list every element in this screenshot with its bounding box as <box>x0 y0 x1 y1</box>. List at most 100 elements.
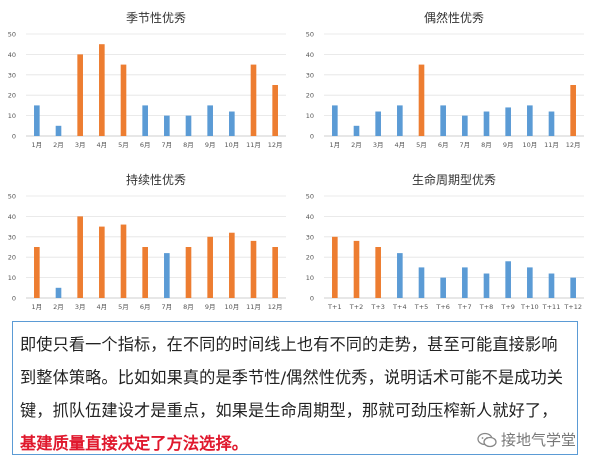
y-tick-label: 40 <box>306 51 314 59</box>
x-tick-label: 8月 <box>183 303 194 311</box>
bar <box>142 105 148 136</box>
bar <box>440 105 446 136</box>
y-tick-label: 0 <box>12 133 16 141</box>
bar <box>55 125 62 136</box>
x-tick-label: 2月 <box>53 141 64 149</box>
bar <box>164 115 170 136</box>
bar <box>77 216 83 298</box>
bar <box>332 236 338 298</box>
chart-sustained: 持续性优秀 0 10 20 30 40 50 1月 2月 3月 4月 5月 6月 7月 8月 9月 10月 11月… <box>4 166 292 322</box>
bar <box>99 226 105 298</box>
bar <box>272 247 278 298</box>
x-tick-label: T+5 <box>414 303 429 311</box>
x-tick-label: 1月 <box>330 141 341 149</box>
x-tick-label: 4月 <box>97 141 108 149</box>
x-tick-label: T+1 <box>327 303 342 311</box>
watermark-text: 接地气学堂 <box>500 431 576 449</box>
x-tick-label: 9月 <box>503 141 514 149</box>
wechat-bubble-icon <box>477 432 497 447</box>
y-tick-label: 30 <box>8 233 16 241</box>
y-tick-label: 10 <box>306 274 314 282</box>
x-tick-label: 11月 <box>544 141 559 149</box>
x-tick-label: 4月 <box>97 303 108 311</box>
bar <box>185 247 192 298</box>
note-text: 即使只看一个指标，在不同的时间线上也有不同的走势，甚至可能直接影响到整体策略。比… <box>20 328 571 460</box>
chart-lifecycle: 生命周期型优秀 0 10 20 30 40 50 T+1 T+2 T+3 T+4 T+5 T+6 T+7 T… <box>302 166 590 322</box>
chart-occasional: 偶然性优秀 0 10 20 30 40 50 1月 2月 3月 4月 5月 6月 7月 8月 9月 10月 11月… <box>302 4 590 160</box>
bar <box>462 115 468 136</box>
bar <box>120 64 127 136</box>
x-tick-label: 2月 <box>351 141 362 149</box>
bar <box>34 247 40 298</box>
bar <box>164 253 170 298</box>
x-tick-label: 4月 <box>395 141 406 149</box>
x-tick-label: 10月 <box>224 141 239 149</box>
bar <box>375 111 381 136</box>
x-tick-label: T+7 <box>457 303 472 311</box>
y-tick-label: 50 <box>8 31 16 39</box>
x-tick-label: 2月 <box>53 303 64 311</box>
x-tick-label: 10月 <box>522 141 537 149</box>
bar <box>207 105 213 136</box>
y-tick-label: 20 <box>306 254 314 262</box>
bar <box>570 85 576 136</box>
bar <box>418 64 425 136</box>
bar <box>462 267 468 298</box>
bar <box>207 236 213 298</box>
bar <box>527 267 533 298</box>
y-tick-label: 20 <box>306 92 314 100</box>
x-tick-label: T+6 <box>435 303 450 311</box>
bar <box>483 111 490 136</box>
x-tick-label: T+12 <box>563 303 582 311</box>
x-tick-label: 7月 <box>162 141 173 149</box>
bar <box>505 107 511 136</box>
y-tick-label: 40 <box>8 51 16 59</box>
bar <box>250 240 257 298</box>
x-tick-label: 11月 <box>246 303 261 311</box>
x-tick-label: T+2 <box>349 303 364 311</box>
bar <box>250 64 257 136</box>
y-tick-label: 20 <box>8 92 16 100</box>
x-tick-label: 11月 <box>246 141 261 149</box>
y-tick-label: 0 <box>310 133 314 141</box>
bar <box>77 54 83 136</box>
y-tick-label: 0 <box>310 295 314 303</box>
y-tick-label: 0 <box>12 295 16 303</box>
x-tick-label: 10月 <box>224 303 239 311</box>
bar <box>548 273 555 298</box>
y-tick-label: 10 <box>306 112 314 120</box>
watermark: 接地气学堂 <box>477 429 576 450</box>
chart-title: 偶然性优秀 <box>424 10 484 25</box>
bar <box>483 273 490 298</box>
bar <box>34 105 40 136</box>
bar <box>142 247 148 298</box>
bar <box>272 85 278 136</box>
chart-title: 季节性优秀 <box>126 11 186 25</box>
bar <box>185 115 192 136</box>
y-tick-label: 30 <box>306 233 314 241</box>
bar <box>570 277 576 298</box>
bar <box>332 105 338 136</box>
bar <box>229 232 235 298</box>
x-tick-label: 12月 <box>566 141 581 149</box>
y-tick-label: 50 <box>306 193 314 201</box>
bar <box>353 240 360 298</box>
x-tick-label: 6月 <box>438 141 449 149</box>
x-tick-label: 6月 <box>140 141 151 149</box>
y-tick-label: 20 <box>8 254 16 262</box>
x-tick-label: 7月 <box>162 303 173 311</box>
bar <box>548 111 555 136</box>
bar <box>55 287 62 298</box>
chart-seasonal: 季节性优秀 0 10 20 30 40 50 1月 2月 3月 4月 5月 6月 7月 8月 9月 10月 11月… <box>4 4 292 160</box>
x-tick-label: 7月 <box>460 141 471 149</box>
bar <box>99 44 105 137</box>
bar <box>397 105 403 136</box>
bar <box>440 277 446 298</box>
y-tick-label: 40 <box>306 213 314 221</box>
x-tick-label: 8月 <box>481 141 492 149</box>
chart-title: 生命周期型优秀 <box>412 172 496 187</box>
x-tick-label: T+9 <box>500 303 515 311</box>
y-tick-label: 40 <box>8 213 16 221</box>
note-box: 即使只看一个指标，在不同的时间线上也有不同的走势，甚至可能直接影响到整体策略。比… <box>12 321 578 455</box>
y-tick-label: 10 <box>8 112 16 120</box>
